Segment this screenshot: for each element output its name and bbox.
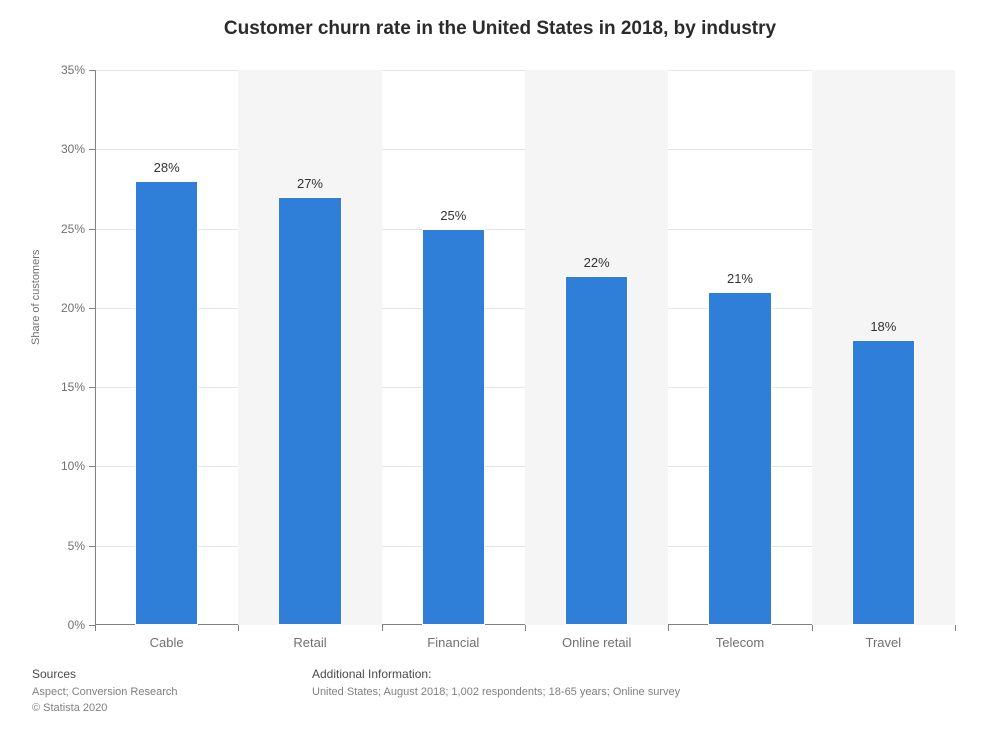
x-tick-label: Online retail bbox=[525, 635, 668, 650]
x-tick-mark bbox=[95, 625, 96, 631]
info-heading: Additional Information: bbox=[312, 667, 968, 681]
bar-value-label: 28% bbox=[136, 160, 197, 175]
y-tick-label: 5% bbox=[68, 539, 85, 553]
bar[interactable]: 25% bbox=[422, 229, 485, 625]
bar-value-label: 22% bbox=[566, 255, 627, 270]
bar[interactable]: 28% bbox=[135, 181, 198, 625]
bar[interactable]: 21% bbox=[708, 292, 771, 625]
y-tick-label: 0% bbox=[68, 618, 85, 632]
sources-text: Aspect; Conversion Research bbox=[32, 685, 312, 701]
y-tick-label: 25% bbox=[61, 222, 85, 236]
copyright-text: © Statista 2020 bbox=[32, 701, 312, 717]
chart-footer: Sources Aspect; Conversion Research © St… bbox=[32, 667, 968, 717]
bar-value-label: 21% bbox=[709, 271, 770, 286]
footer-info-column: Additional Information: United States; A… bbox=[312, 667, 968, 717]
y-tick-mark bbox=[89, 308, 95, 309]
y-tick-mark bbox=[89, 70, 95, 71]
bar-value-label: 25% bbox=[423, 208, 484, 223]
y-tick-label: 10% bbox=[61, 459, 85, 473]
y-tick-mark bbox=[89, 466, 95, 467]
x-tick-label: Financial bbox=[382, 635, 525, 650]
y-tick-mark bbox=[89, 546, 95, 547]
info-text: United States; August 2018; 1,002 respon… bbox=[312, 685, 968, 701]
x-tick-mark bbox=[812, 625, 813, 631]
y-axis-label: Share of customers bbox=[30, 250, 42, 345]
bar[interactable]: 27% bbox=[278, 197, 341, 625]
x-tick-label: Telecom bbox=[668, 635, 811, 650]
x-tick-label: Retail bbox=[238, 635, 381, 650]
x-tick-mark bbox=[668, 625, 669, 631]
bar[interactable]: 22% bbox=[565, 276, 628, 625]
y-tick-label: 35% bbox=[61, 63, 85, 77]
bar-value-label: 27% bbox=[279, 176, 340, 191]
chart-container: Customer churn rate in the United States… bbox=[0, 0, 1000, 743]
footer-sources-column: Sources Aspect; Conversion Research © St… bbox=[32, 667, 312, 717]
sources-heading: Sources bbox=[32, 667, 312, 681]
x-tick-label: Travel bbox=[812, 635, 955, 650]
x-tick-mark bbox=[525, 625, 526, 631]
bar-value-label: 18% bbox=[853, 319, 914, 334]
y-tick-label: 20% bbox=[61, 301, 85, 315]
y-axis-line bbox=[95, 70, 96, 625]
y-tick-mark bbox=[89, 387, 95, 388]
chart-title: Customer churn rate in the United States… bbox=[0, 0, 1000, 40]
x-tick-mark bbox=[382, 625, 383, 631]
bar[interactable]: 18% bbox=[852, 340, 915, 625]
y-tick-label: 30% bbox=[61, 142, 85, 156]
x-tick-mark bbox=[955, 625, 956, 631]
y-tick-mark bbox=[89, 149, 95, 150]
plot-area: 0%5%10%15%20%25%30%35%28%Cable27%Retail2… bbox=[95, 70, 955, 625]
y-tick-label: 15% bbox=[61, 380, 85, 394]
x-tick-label: Cable bbox=[95, 635, 238, 650]
x-tick-mark bbox=[238, 625, 239, 631]
y-tick-mark bbox=[89, 229, 95, 230]
